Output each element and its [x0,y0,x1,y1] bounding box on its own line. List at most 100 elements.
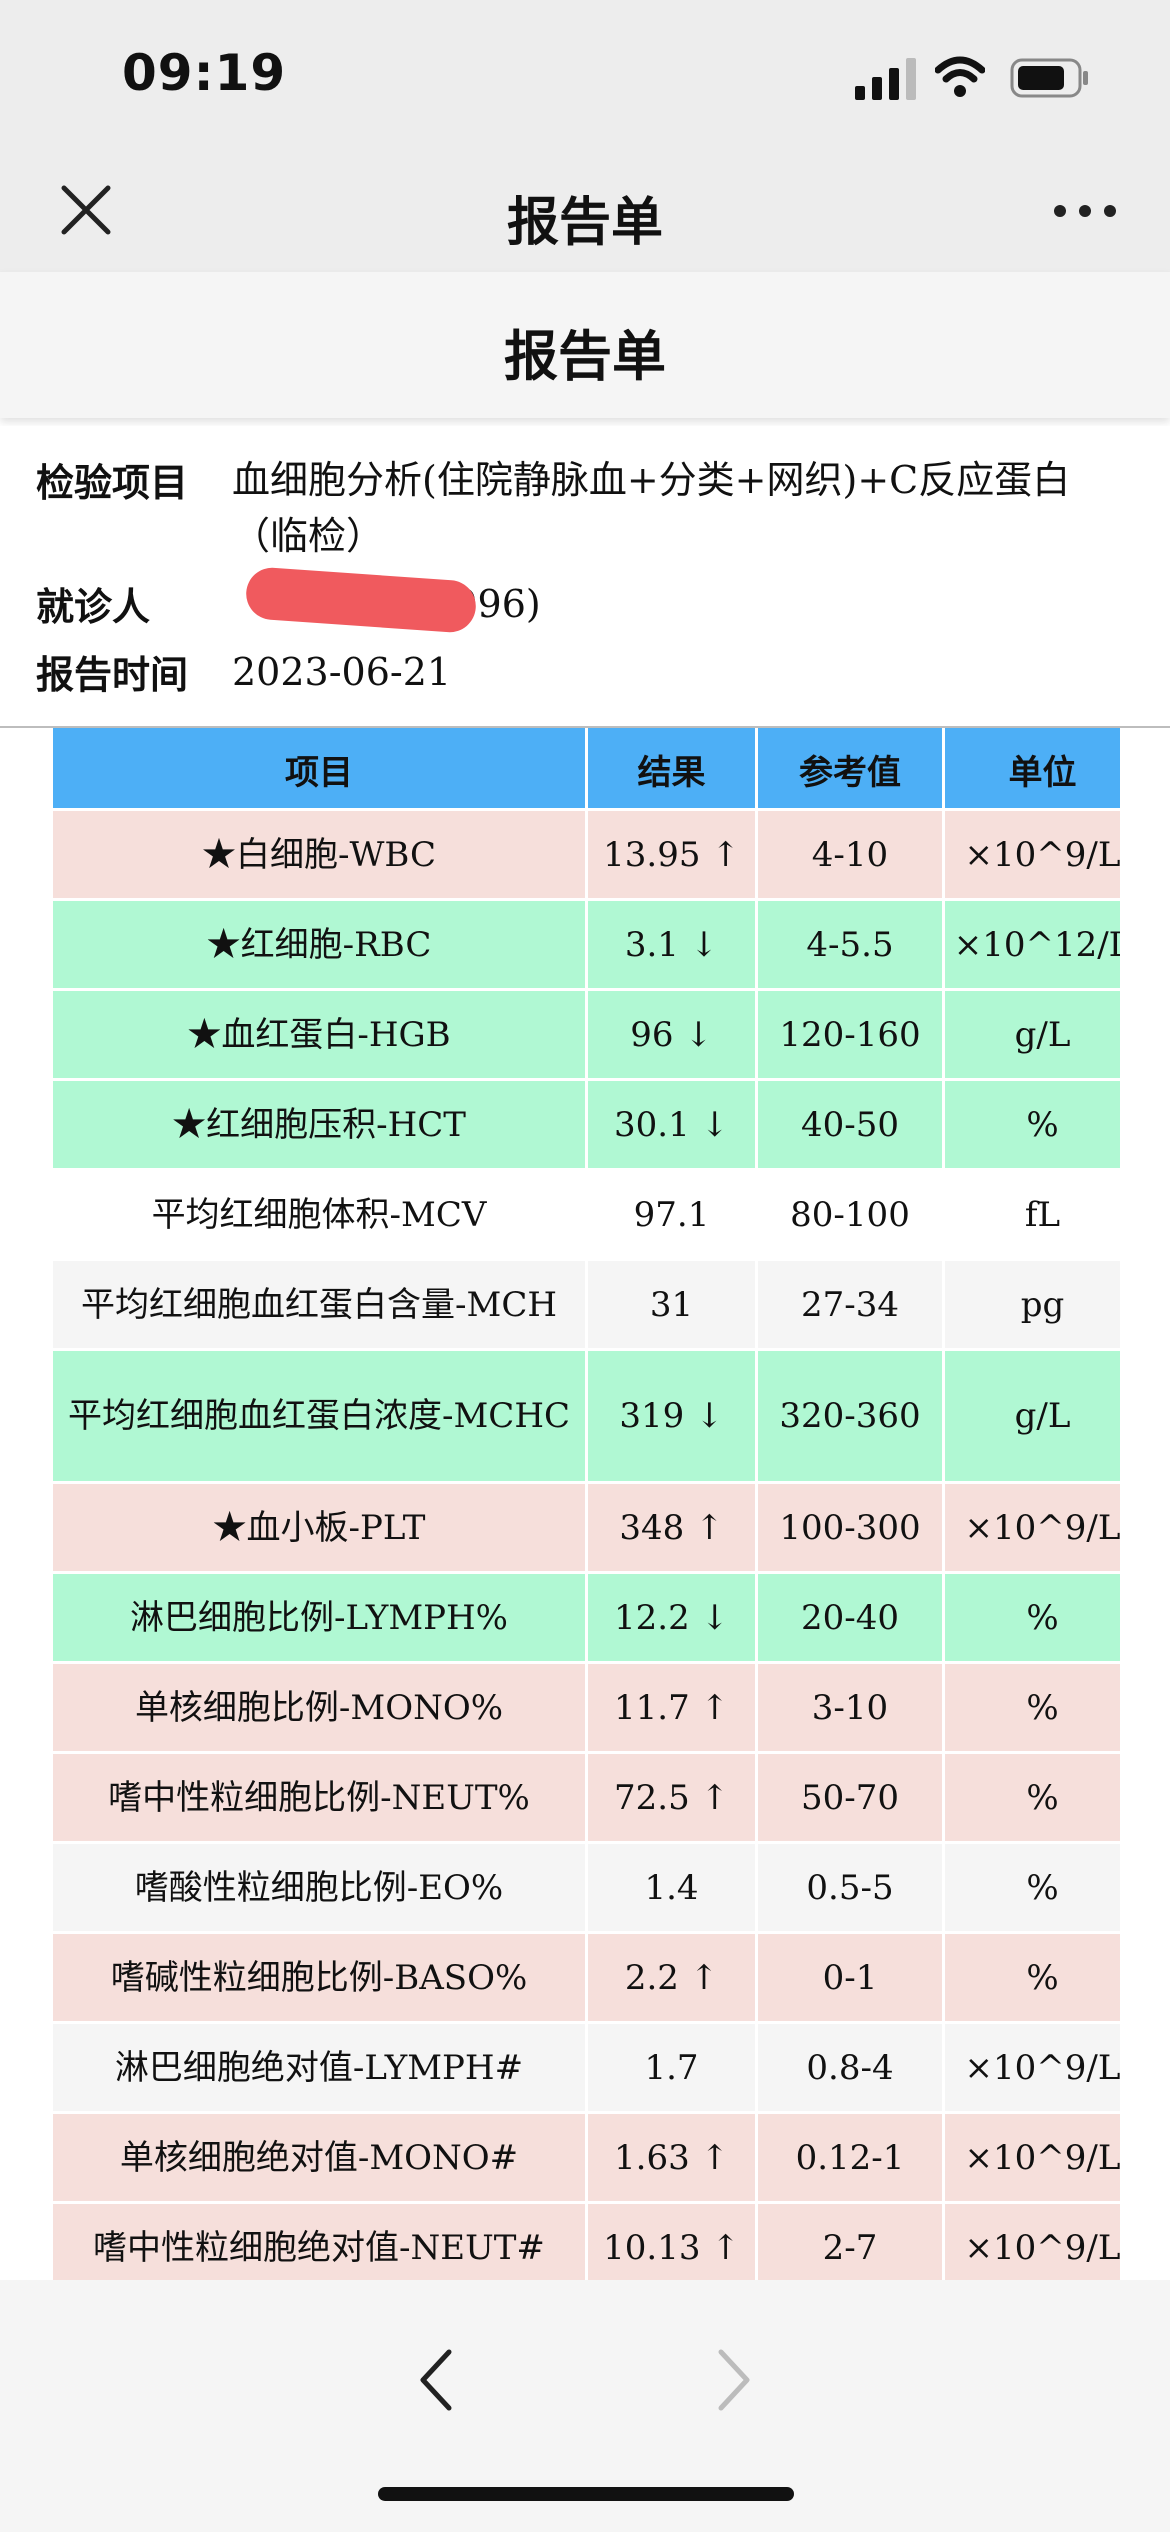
more-dots-icon[interactable] [1050,186,1120,236]
cell-reference: 3-10 [755,1661,945,1754]
cell-result: 319 ↓ [585,1348,758,1484]
cell-item: 单核细胞比例-MONO% [50,1661,588,1754]
cell-reference: 100-300 [755,1481,945,1574]
cell-item: 平均红细胞血红蛋白浓度-MCHC [50,1348,588,1484]
table-row: 平均红细胞血红蛋白浓度-MCHC 319 ↓ 320-360 g/L [50,1348,1120,1484]
table-row: 嗜酸性粒细胞比例-EO% 1.4 0.5-5% [50,1841,1120,1934]
cell-result: 11.7 ↑ [585,1661,758,1754]
cellular-signal-icon [855,58,916,100]
cell-unit: % [942,1078,1120,1171]
test-item-label: 检验项目 [36,461,189,505]
page-title: 报告单 [504,325,666,388]
table-row: 嗜碱性粒细胞比例-BASO% 2.2 ↑ 0-1% [50,1931,1120,2024]
cell-unit: ×10^9/L [942,1481,1120,1574]
cell-result: 12.2 ↓ [585,1571,758,1664]
chevron-right-icon[interactable] [705,2340,765,2420]
cell-unit: g/L [942,988,1120,1081]
cell-item: 嗜中性粒细胞比例-NEUT% [50,1751,588,1844]
cell-reference: 50-70 [755,1751,945,1844]
results-table: 项目 结果 参考值 单位 ★白细胞-WBC 13.95 ↑ 4-10 ×10^9/L … [50,700,1120,2280]
cell-item: 嗜酸性粒细胞比例-EO% [50,1841,588,1934]
status-bar: 09:19 [0,0,1170,150]
table-row: ★红细胞-RBC 3.1 ↓ 4-5.5 ×10^12/L [50,898,1120,991]
nav-bar: 报告单 [0,150,1170,272]
cell-result: 31 [585,1258,758,1351]
table-row: 淋巴细胞比例-LYMPH% 12.2 ↓ 20-40% [50,1571,1120,1664]
cell-result: 30.1 ↓ [585,1078,758,1171]
report-info: 检验项目 血细胞分析(住院静脉血+分类+网织)+C反应蛋白（临检） 就诊人 (0… [0,426,1170,728]
close-icon[interactable] [56,180,116,240]
table-row: 淋巴细胞绝对值-LYMPH# 1.7 0.8-4 ×10^9/L [50,2021,1120,2114]
results-table-container[interactable]: 项目 结果 参考值 单位 ★白细胞-WBC 13.95 ↑ 4-10 ×10^9/L … [50,700,1120,2280]
nav-title: 报告单 [506,193,663,253]
table-row: 平均红细胞体积-MCV 97.1 80-100 fL [50,1168,1120,1261]
cell-item: ★白细胞-WBC [50,808,588,901]
cell-item: ★血红蛋白-HGB [50,988,588,1081]
cell-result: 13.95 ↑ [585,808,758,901]
cell-unit: fL [942,1168,1120,1261]
report-time-value: 2023-06-21 [232,650,452,694]
cell-unit: % [942,1931,1120,2024]
cell-result: 96 ↓ [585,988,758,1081]
table-row: ★血红蛋白-HGB 96 ↓ 120-160 g/L [50,988,1120,1081]
patient-label: 就诊人 [36,585,151,629]
cell-reference: 0.12-1 [755,2111,945,2204]
battery-icon [1010,58,1088,98]
cell-unit: pg [942,1258,1120,1351]
cell-unit: ×10^12/L [942,898,1120,991]
test-item-value: 血细胞分析(住院静脉血+分类+网织)+C反应蛋白（临检） [232,458,1071,558]
cell-unit: % [942,1841,1120,1934]
chevron-left-icon[interactable] [405,2340,465,2420]
cell-reference: 0-1 [755,1931,945,2024]
cell-reference: 4-10 [755,808,945,901]
cell-reference: 27-34 [755,1258,945,1351]
cell-result: 72.5 ↑ [585,1751,758,1844]
report-time-label: 报告时间 [36,653,189,697]
cell-unit: % [942,1661,1120,1754]
table-row: 单核细胞比例-MONO% 11.7 ↑ 3-10% [50,1661,1120,1754]
wifi-icon [935,56,985,97]
cell-item: ★红细胞-RBC [50,898,588,991]
cell-result: 2.2 ↑ [585,1931,758,2024]
cell-reference: 120-160 [755,988,945,1081]
cell-result: 1.63 ↑ [585,2111,758,2204]
cell-item: ★血小板-PLT [50,1481,588,1574]
cell-unit: % [942,1751,1120,1844]
cell-result: 348 ↑ [585,1481,758,1574]
cell-unit: ×10^9/L [942,2111,1120,2204]
cell-result: 1.4 [585,1841,758,1934]
page-header: 报告单 [0,272,1170,418]
cell-item: 平均红细胞血红蛋白含量-MCH [50,1258,588,1351]
cell-result: 3.1 ↓ [585,898,758,991]
table-row: 嗜中性粒细胞绝对值-NEUT# 10.13 ↑ 2-7 ×10^9/L [50,2201,1120,2280]
cell-unit: ×10^9/L [942,2201,1120,2280]
table-row: ★红细胞压积-HCT 30.1 ↓ 40-50% [50,1078,1120,1171]
results-table-body: ★白细胞-WBC 13.95 ↑ 4-10 ×10^9/L ★红细胞-RBC 3.1 ↓… [50,808,1120,2280]
table-row: 单核细胞绝对值-MONO# 1.63 ↑ 0.12-1 ×10^9/L [50,2111,1120,2204]
patient-value: (003096) [366,576,1134,632]
table-row: ★血小板-PLT 348 ↑ 100-300 ×10^9/L [50,1481,1120,1574]
cell-unit: % [942,1571,1120,1664]
cell-item: 平均红细胞体积-MCV [50,1168,588,1261]
cell-result: 10.13 ↑ [585,2201,758,2280]
cell-reference: 0.8-4 [755,2021,945,2114]
table-row: 嗜中性粒细胞比例-NEUT% 72.5 ↑ 50-70% [50,1751,1120,1844]
cell-reference: 20-40 [755,1571,945,1664]
cell-reference: 320-360 [755,1348,945,1484]
cell-unit: g/L [942,1348,1120,1484]
cell-item: ★红细胞压积-HCT [50,1078,588,1171]
cell-reference: 2-7 [755,2201,945,2280]
cell-reference: 0.5-5 [755,1841,945,1934]
table-row: 平均红细胞血红蛋白含量-MCH 31 27-34 pg [50,1258,1120,1351]
cell-reference: 80-100 [755,1168,945,1261]
cell-item: 淋巴细胞比例-LYMPH% [50,1571,588,1664]
cell-item: 淋巴细胞绝对值-LYMPH# [50,2021,588,2114]
cell-unit: ×10^9/L [942,808,1120,901]
cell-result: 97.1 [585,1168,758,1261]
cell-reference: 40-50 [755,1078,945,1171]
cell-item: 嗜中性粒细胞绝对值-NEUT# [50,2201,588,2280]
cell-unit: ×10^9/L [942,2021,1120,2114]
cell-item: 单核细胞绝对值-MONO# [50,2111,588,2204]
cell-result: 1.7 [585,2021,758,2114]
table-row: ★白细胞-WBC 13.95 ↑ 4-10 ×10^9/L [50,808,1120,901]
